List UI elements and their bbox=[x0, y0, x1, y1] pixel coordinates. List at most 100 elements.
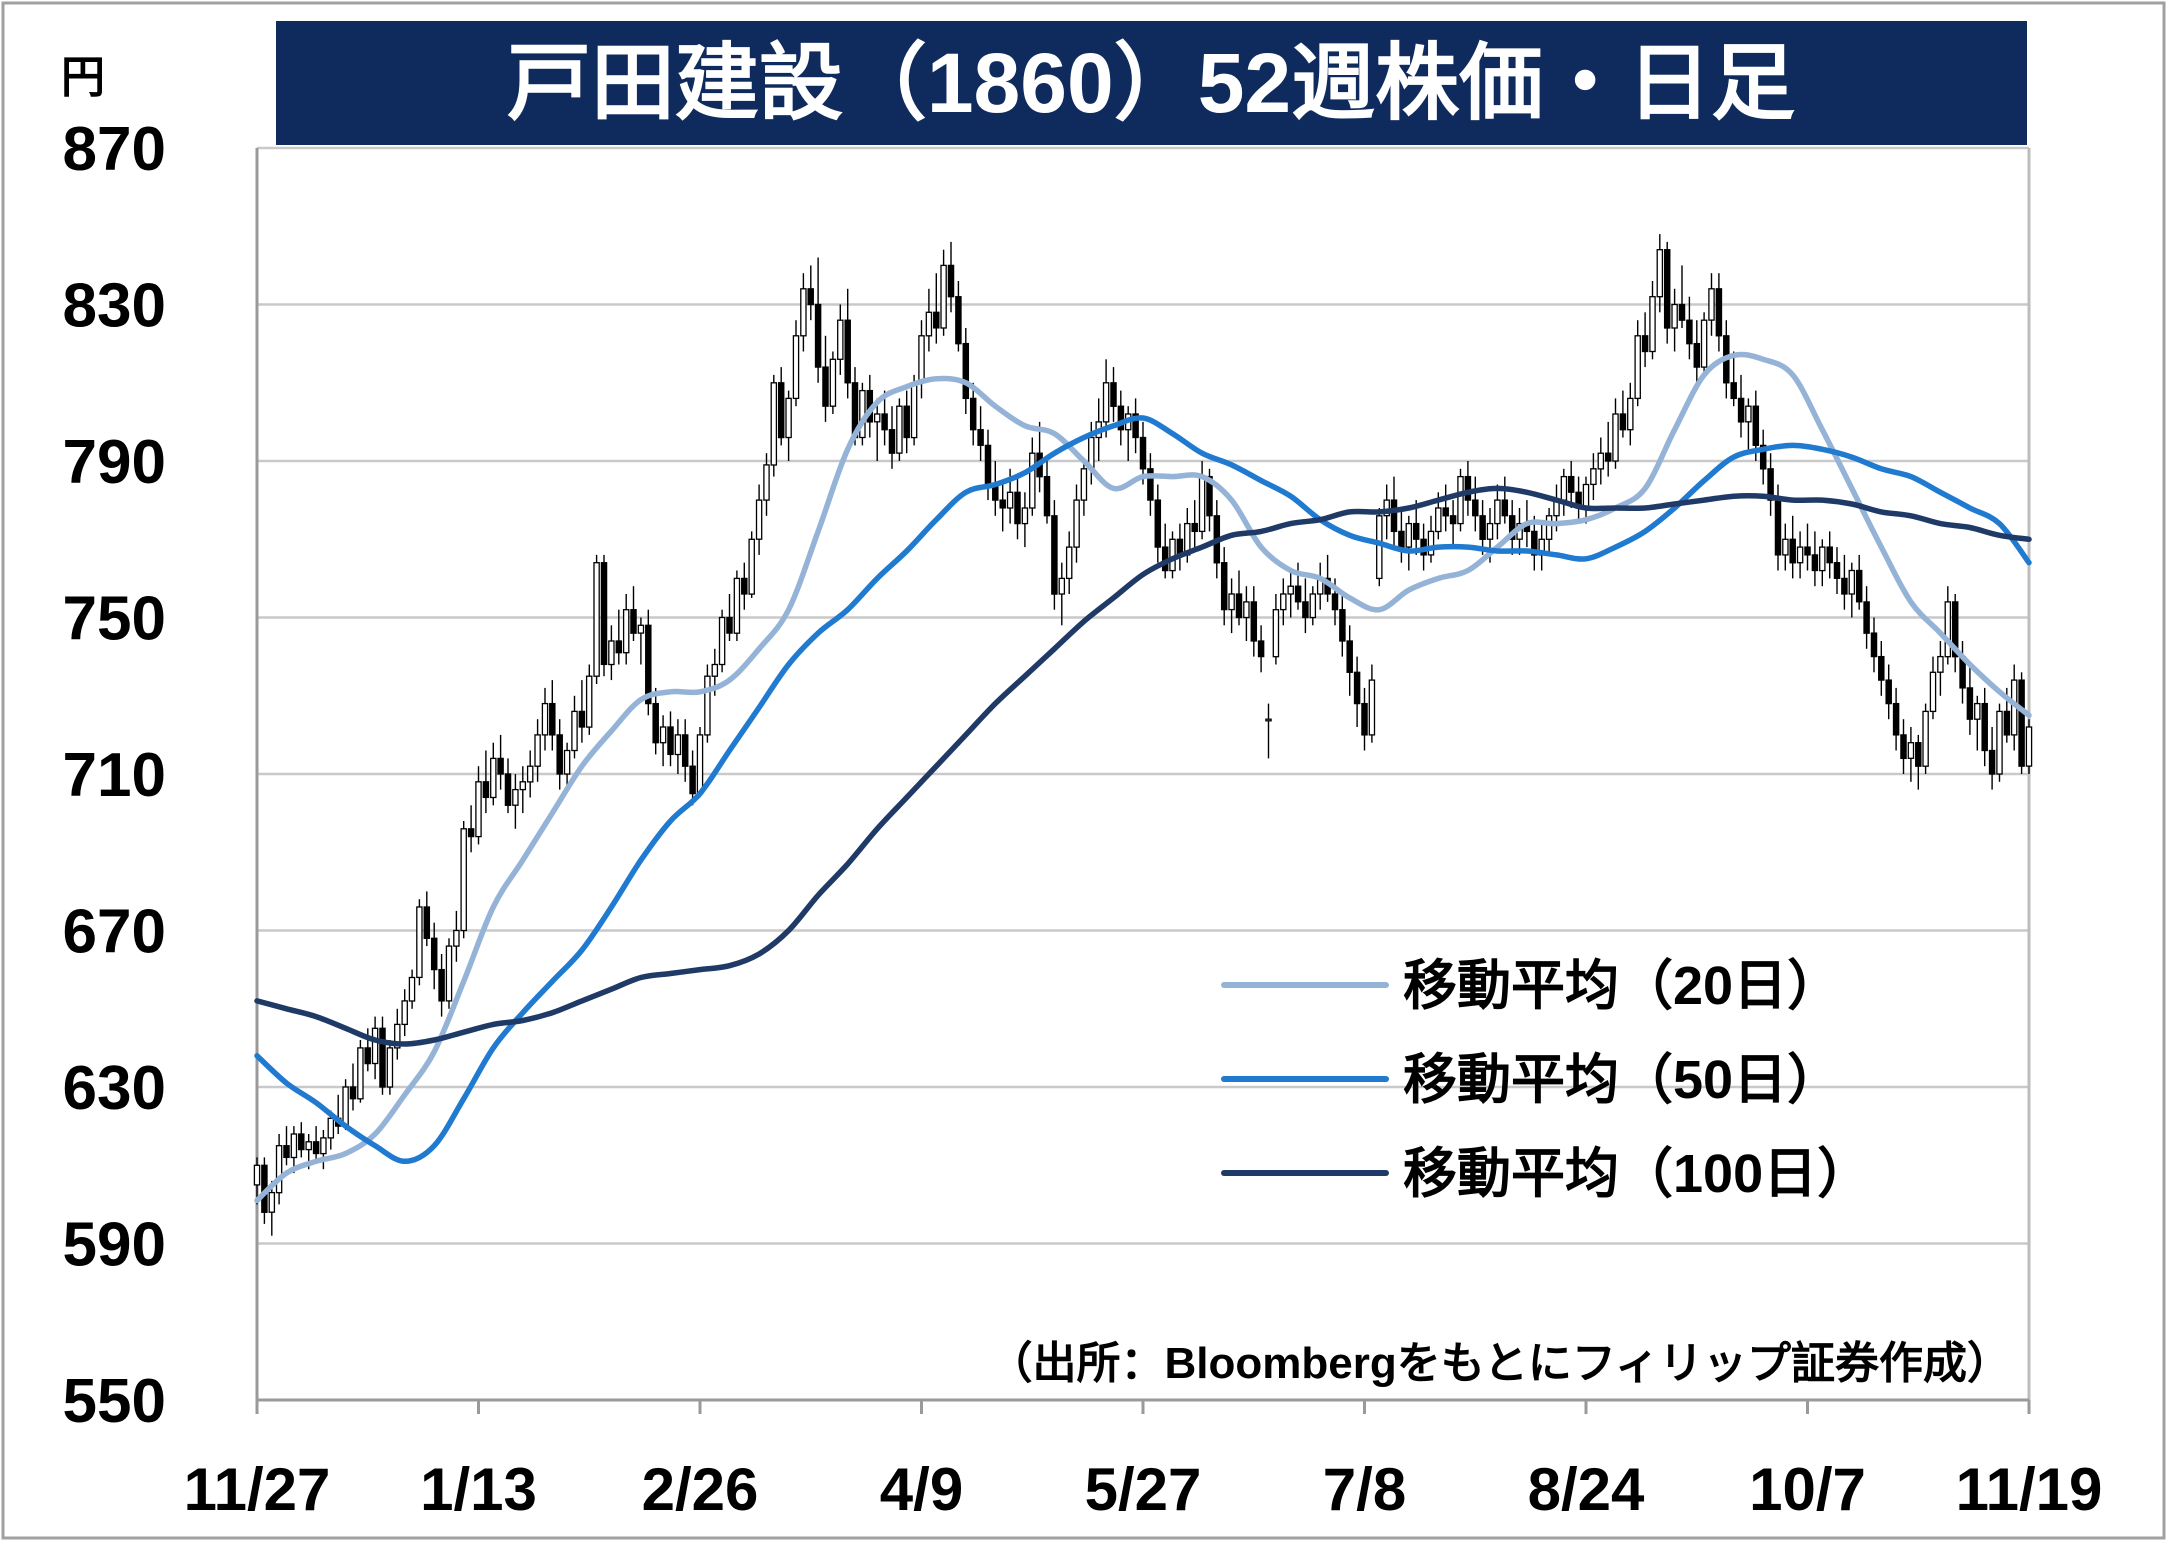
candle-body bbox=[275, 1145, 283, 1194]
candle bbox=[1819, 539, 1826, 587]
candle-body bbox=[1110, 382, 1117, 407]
candle-body bbox=[460, 828, 467, 932]
candle bbox=[1922, 703, 1929, 774]
candle-body bbox=[1678, 303, 1686, 321]
candle bbox=[1974, 695, 1981, 751]
candle-body bbox=[1715, 288, 1723, 337]
y-unit-label: 円 bbox=[61, 53, 105, 102]
candle-body bbox=[1147, 468, 1154, 501]
candle-body bbox=[1043, 475, 1051, 517]
candle bbox=[777, 367, 785, 446]
legend-label: 移動平均（100日） bbox=[1403, 1144, 1871, 1204]
candle bbox=[1051, 500, 1058, 610]
candle-body bbox=[1464, 475, 1472, 501]
candle-body bbox=[1671, 303, 1678, 329]
candle bbox=[1937, 641, 1944, 696]
candle bbox=[1265, 703, 1272, 759]
candle-body bbox=[467, 828, 475, 838]
candle-body bbox=[844, 319, 851, 384]
candle-body bbox=[1759, 444, 1767, 470]
y-tick-label: 590 bbox=[63, 1211, 166, 1280]
y-tick-label: 870 bbox=[63, 115, 166, 184]
candle bbox=[933, 273, 940, 344]
candle-body bbox=[1280, 593, 1287, 611]
candle-body bbox=[881, 413, 888, 431]
candle bbox=[1132, 398, 1139, 454]
candle bbox=[1663, 241, 1671, 344]
candle bbox=[1996, 703, 2003, 782]
y-tick-label: 550 bbox=[63, 1367, 166, 1436]
candle-body bbox=[1346, 640, 1353, 673]
candle-body bbox=[327, 1117, 335, 1139]
candle-body bbox=[1878, 655, 1885, 681]
candle-body bbox=[578, 710, 586, 728]
candle bbox=[1257, 625, 1265, 673]
candle bbox=[622, 594, 630, 665]
candle-body bbox=[785, 397, 792, 439]
candle-body bbox=[2018, 679, 2025, 767]
candle bbox=[401, 989, 408, 1037]
candle-body bbox=[777, 382, 785, 439]
candle bbox=[1700, 312, 1708, 375]
legend-item-ma20: 移動平均（20日） bbox=[1221, 956, 1841, 1016]
candle-body bbox=[253, 1164, 261, 1186]
candle bbox=[1464, 461, 1472, 516]
candle-body bbox=[667, 726, 674, 756]
candle-body bbox=[600, 562, 608, 666]
candle bbox=[512, 774, 519, 829]
candle bbox=[903, 390, 910, 454]
candle bbox=[844, 288, 851, 399]
x-tick-label: 1/13 bbox=[420, 1456, 537, 1523]
candle bbox=[1280, 578, 1287, 626]
candle bbox=[453, 910, 460, 962]
candle bbox=[1782, 523, 1789, 571]
candle-body bbox=[438, 968, 445, 1002]
candle bbox=[519, 766, 527, 814]
x-tick-label: 2/26 bbox=[642, 1456, 759, 1523]
candle-body bbox=[873, 413, 881, 423]
candle bbox=[1604, 421, 1612, 477]
candle-body bbox=[2003, 710, 2011, 736]
candle bbox=[741, 562, 748, 610]
candle-body bbox=[1383, 499, 1390, 517]
candle-body bbox=[1627, 397, 1634, 431]
candle bbox=[312, 1126, 320, 1162]
candle bbox=[1745, 398, 1752, 454]
candle-body bbox=[903, 405, 910, 439]
candle-body bbox=[1841, 577, 1848, 595]
candle bbox=[482, 750, 490, 814]
candle bbox=[726, 594, 733, 641]
candle bbox=[1870, 617, 1878, 673]
candle-body bbox=[1590, 468, 1597, 486]
candle-body bbox=[1376, 515, 1383, 580]
candle-body bbox=[1117, 405, 1125, 431]
candle bbox=[837, 304, 844, 375]
candle-body bbox=[1634, 335, 1641, 400]
candle-body bbox=[763, 464, 770, 501]
candle bbox=[1457, 468, 1464, 532]
candle-body bbox=[1619, 413, 1627, 431]
candle-body bbox=[1154, 499, 1162, 548]
y-tick-label: 630 bbox=[63, 1054, 166, 1123]
chart-title: 戸田建設（1860）52週株価・日足 bbox=[507, 36, 1795, 130]
candle bbox=[1449, 500, 1457, 548]
candle-body bbox=[268, 1191, 276, 1213]
candle-body bbox=[1412, 522, 1420, 540]
candle-body bbox=[2025, 726, 2033, 767]
candle-body bbox=[925, 311, 933, 337]
candle bbox=[1479, 500, 1486, 555]
candle-body bbox=[1102, 382, 1110, 423]
candle-body bbox=[1479, 515, 1486, 540]
candle bbox=[490, 742, 497, 806]
candle-body bbox=[1132, 413, 1139, 439]
candle bbox=[1759, 429, 1767, 485]
candle bbox=[1346, 625, 1353, 696]
candle bbox=[689, 750, 696, 806]
candle bbox=[977, 406, 984, 461]
candle-body bbox=[822, 366, 829, 407]
y-tick-label: 750 bbox=[63, 585, 166, 654]
candle bbox=[1612, 398, 1619, 469]
candle bbox=[1811, 531, 1819, 587]
candle-body bbox=[940, 264, 947, 329]
